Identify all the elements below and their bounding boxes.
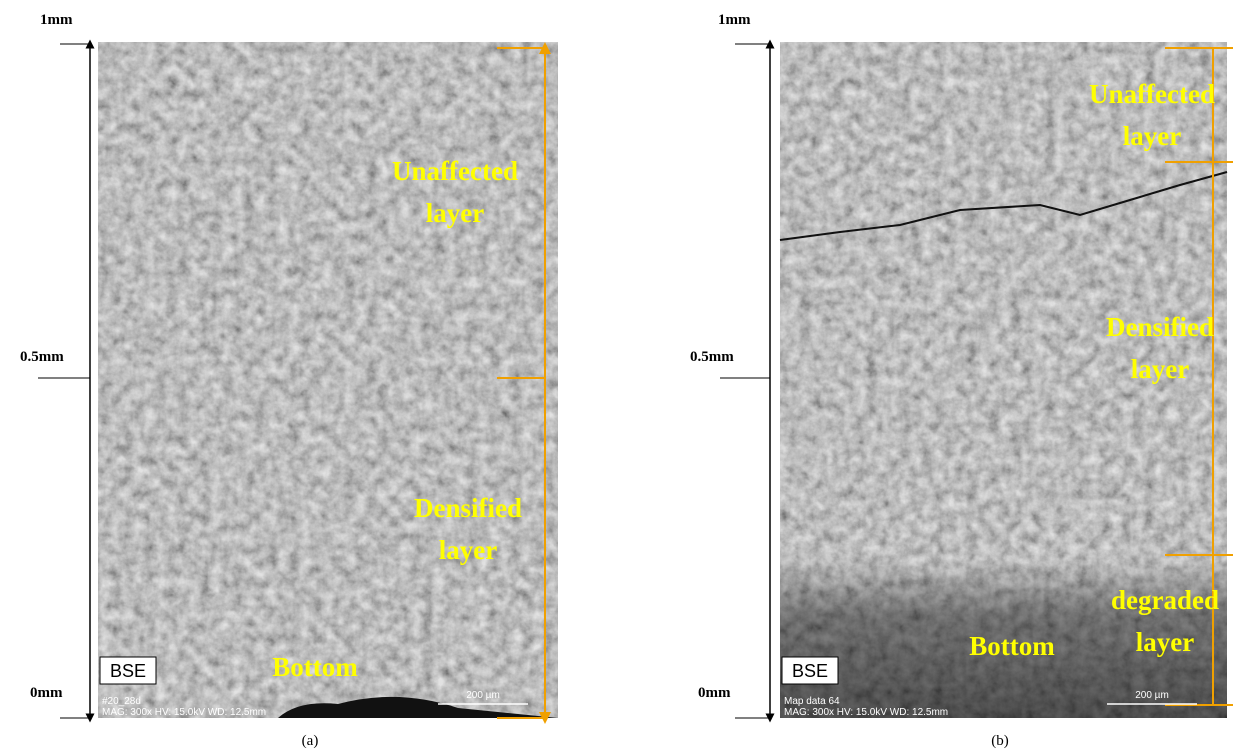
layer-label: Unaffected — [392, 156, 518, 186]
detector-label: BSE — [792, 661, 828, 681]
axis-label: 0.5mm — [690, 349, 734, 365]
axis-label: 1mm — [718, 12, 751, 28]
axis-label: 0.5mm — [20, 349, 64, 365]
image-info: #20_28d — [102, 696, 141, 707]
scale-bar-label: 200 µm — [466, 690, 500, 701]
layer-label: Densified — [1106, 312, 1214, 342]
image-info: MAG: 300x HV: 15.0kV WD: 12.5mm — [102, 707, 266, 718]
layer-label: layer — [426, 198, 484, 228]
image-info: Map data 64 — [784, 696, 840, 707]
layer-label: Unaffected — [1089, 79, 1215, 109]
layer-label: Densified — [414, 493, 522, 523]
layer-label: layer — [1131, 354, 1189, 384]
axis-label: 0mm — [698, 685, 731, 701]
detector-label: BSE — [110, 661, 146, 681]
figure: 1mm 0.5mm 0mm Unaffected layer Densified layer… — [0, 0, 1242, 751]
layer-label: layer — [1123, 121, 1181, 151]
axis-label: 1mm — [40, 12, 73, 28]
layer-label: layer — [1136, 627, 1194, 657]
image-tone — [98, 42, 558, 718]
layer-label: layer — [439, 535, 497, 565]
axis-label: 0mm — [30, 685, 63, 701]
image-info: MAG: 300x HV: 15.0kV WD: 12.5mm — [784, 707, 948, 718]
scale-bar-label: 200 µm — [1135, 690, 1169, 701]
bottom-label: Bottom — [272, 652, 358, 682]
layer-label: degraded — [1111, 585, 1219, 615]
panel-label: (a) — [302, 733, 319, 749]
bottom-label: Bottom — [969, 631, 1055, 661]
panel-label: (b) — [991, 733, 1009, 749]
